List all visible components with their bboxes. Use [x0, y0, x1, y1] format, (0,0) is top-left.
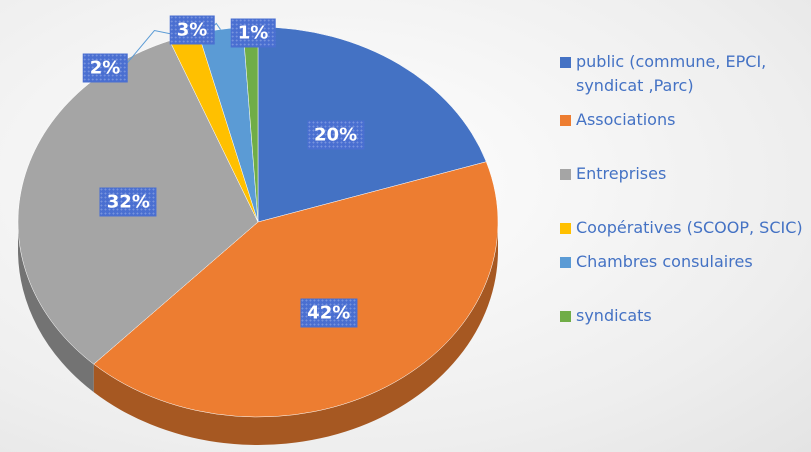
slice-side — [18, 222, 94, 393]
legend-label: Associations — [576, 110, 676, 129]
legend: public (commune, EPCI, syndicat ,Parc) As… — [558, 50, 808, 328]
data-label: 20% — [307, 120, 365, 150]
slice-side — [93, 222, 499, 445]
slice — [257, 26, 487, 223]
legend-label: Chambres consulaires — [576, 252, 753, 271]
legend-item: public (commune, EPCI, syndicat ,Parc) — [558, 50, 808, 98]
legend-item: Coopératives (SCOOP, SCIC) — [558, 216, 808, 240]
legend-item: Entreprises — [558, 162, 808, 186]
legend-label: Entreprises — [576, 164, 667, 183]
data-label: 32% — [99, 187, 157, 217]
legend-swatch — [560, 311, 571, 322]
legend-swatch — [560, 169, 571, 180]
data-label: 3% — [169, 15, 215, 45]
legend-label: syndicats — [576, 306, 652, 325]
legend-label: public (commune, EPCI, syndicat ,Parc) — [576, 52, 767, 95]
data-label: 42% — [300, 298, 358, 328]
legend-item: syndicats — [558, 304, 808, 328]
slice — [93, 161, 499, 418]
legend-swatch — [560, 257, 571, 268]
legend-item: Chambres consulaires — [558, 250, 808, 274]
legend-swatch — [560, 115, 571, 126]
legend-swatch — [560, 223, 571, 234]
data-label: 2% — [82, 53, 128, 83]
data-label: 1% — [230, 18, 276, 48]
legend-swatch — [560, 57, 571, 68]
legend-item: Associations — [558, 108, 808, 132]
legend-label: Coopératives (SCOOP, SCIC) — [576, 218, 803, 237]
